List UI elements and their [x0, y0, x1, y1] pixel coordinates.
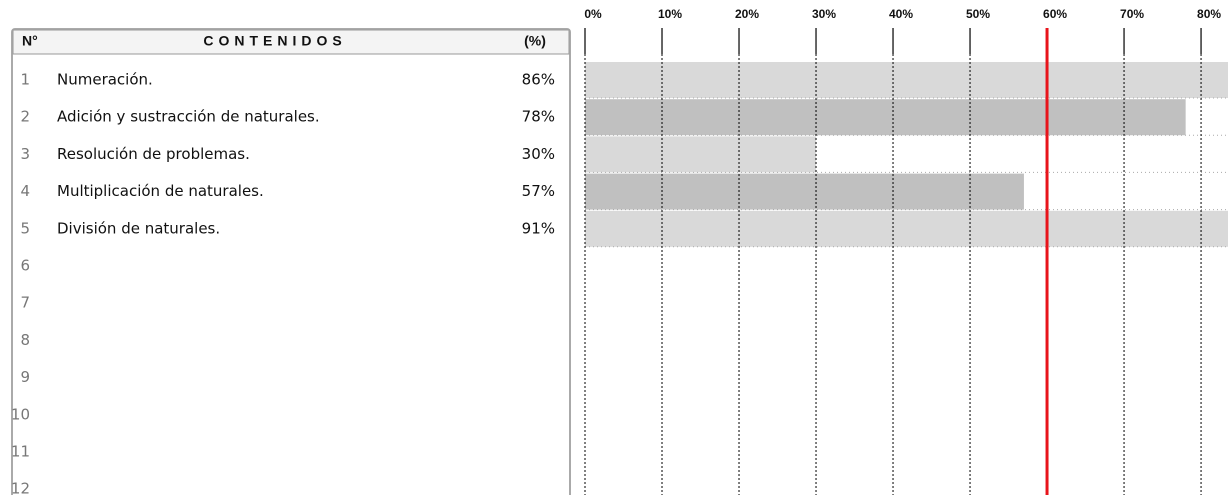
x-tick-label: 60% — [1043, 7, 1067, 21]
row-number: 12 — [11, 480, 30, 495]
value-label: 30% — [522, 145, 555, 163]
table-frame — [11, 28, 571, 495]
x-tick-label: 0% — [584, 7, 602, 21]
x-tick-label: 10% — [658, 7, 682, 21]
bar — [585, 210, 1228, 247]
row-number: 7 — [20, 294, 30, 312]
row-number: 1 — [20, 71, 30, 89]
row-number: 8 — [20, 331, 30, 349]
category-label: Multiplicación de naturales. — [57, 182, 264, 200]
x-tick-label: 30% — [812, 7, 836, 21]
x-tick-label: 70% — [1120, 7, 1144, 21]
row-number: 10 — [11, 405, 30, 423]
row-number: 3 — [20, 145, 30, 163]
category-label: Adición y sustracción de naturales. — [57, 108, 320, 126]
x-tick-label: 20% — [735, 7, 759, 21]
value-label: 91% — [522, 219, 555, 237]
row-number: 11 — [11, 443, 30, 461]
bar — [585, 136, 817, 173]
category-label: División de naturales. — [57, 219, 220, 237]
value-label: 78% — [522, 108, 555, 126]
category-label: Resolución de problemas. — [57, 145, 250, 163]
row-number: 4 — [20, 182, 30, 200]
x-tick-label: 40% — [889, 7, 913, 21]
row-number: 9 — [20, 368, 30, 386]
bar — [585, 173, 1024, 210]
bar — [585, 99, 1186, 136]
x-tick-label: 50% — [966, 7, 990, 21]
row-number: 6 — [20, 257, 30, 275]
header-contents: CONTENIDOS — [203, 33, 346, 49]
x-tick-label: 80% — [1197, 7, 1221, 21]
header-number: N° — [22, 33, 38, 49]
value-label: 86% — [522, 71, 555, 89]
category-label: Numeración. — [57, 71, 153, 89]
header-percent: (%) — [524, 33, 546, 49]
table-header — [12, 29, 570, 55]
row-number: 5 — [20, 219, 30, 237]
bar — [585, 62, 1228, 98]
value-label: 57% — [522, 182, 555, 200]
row-number: 2 — [20, 108, 30, 126]
